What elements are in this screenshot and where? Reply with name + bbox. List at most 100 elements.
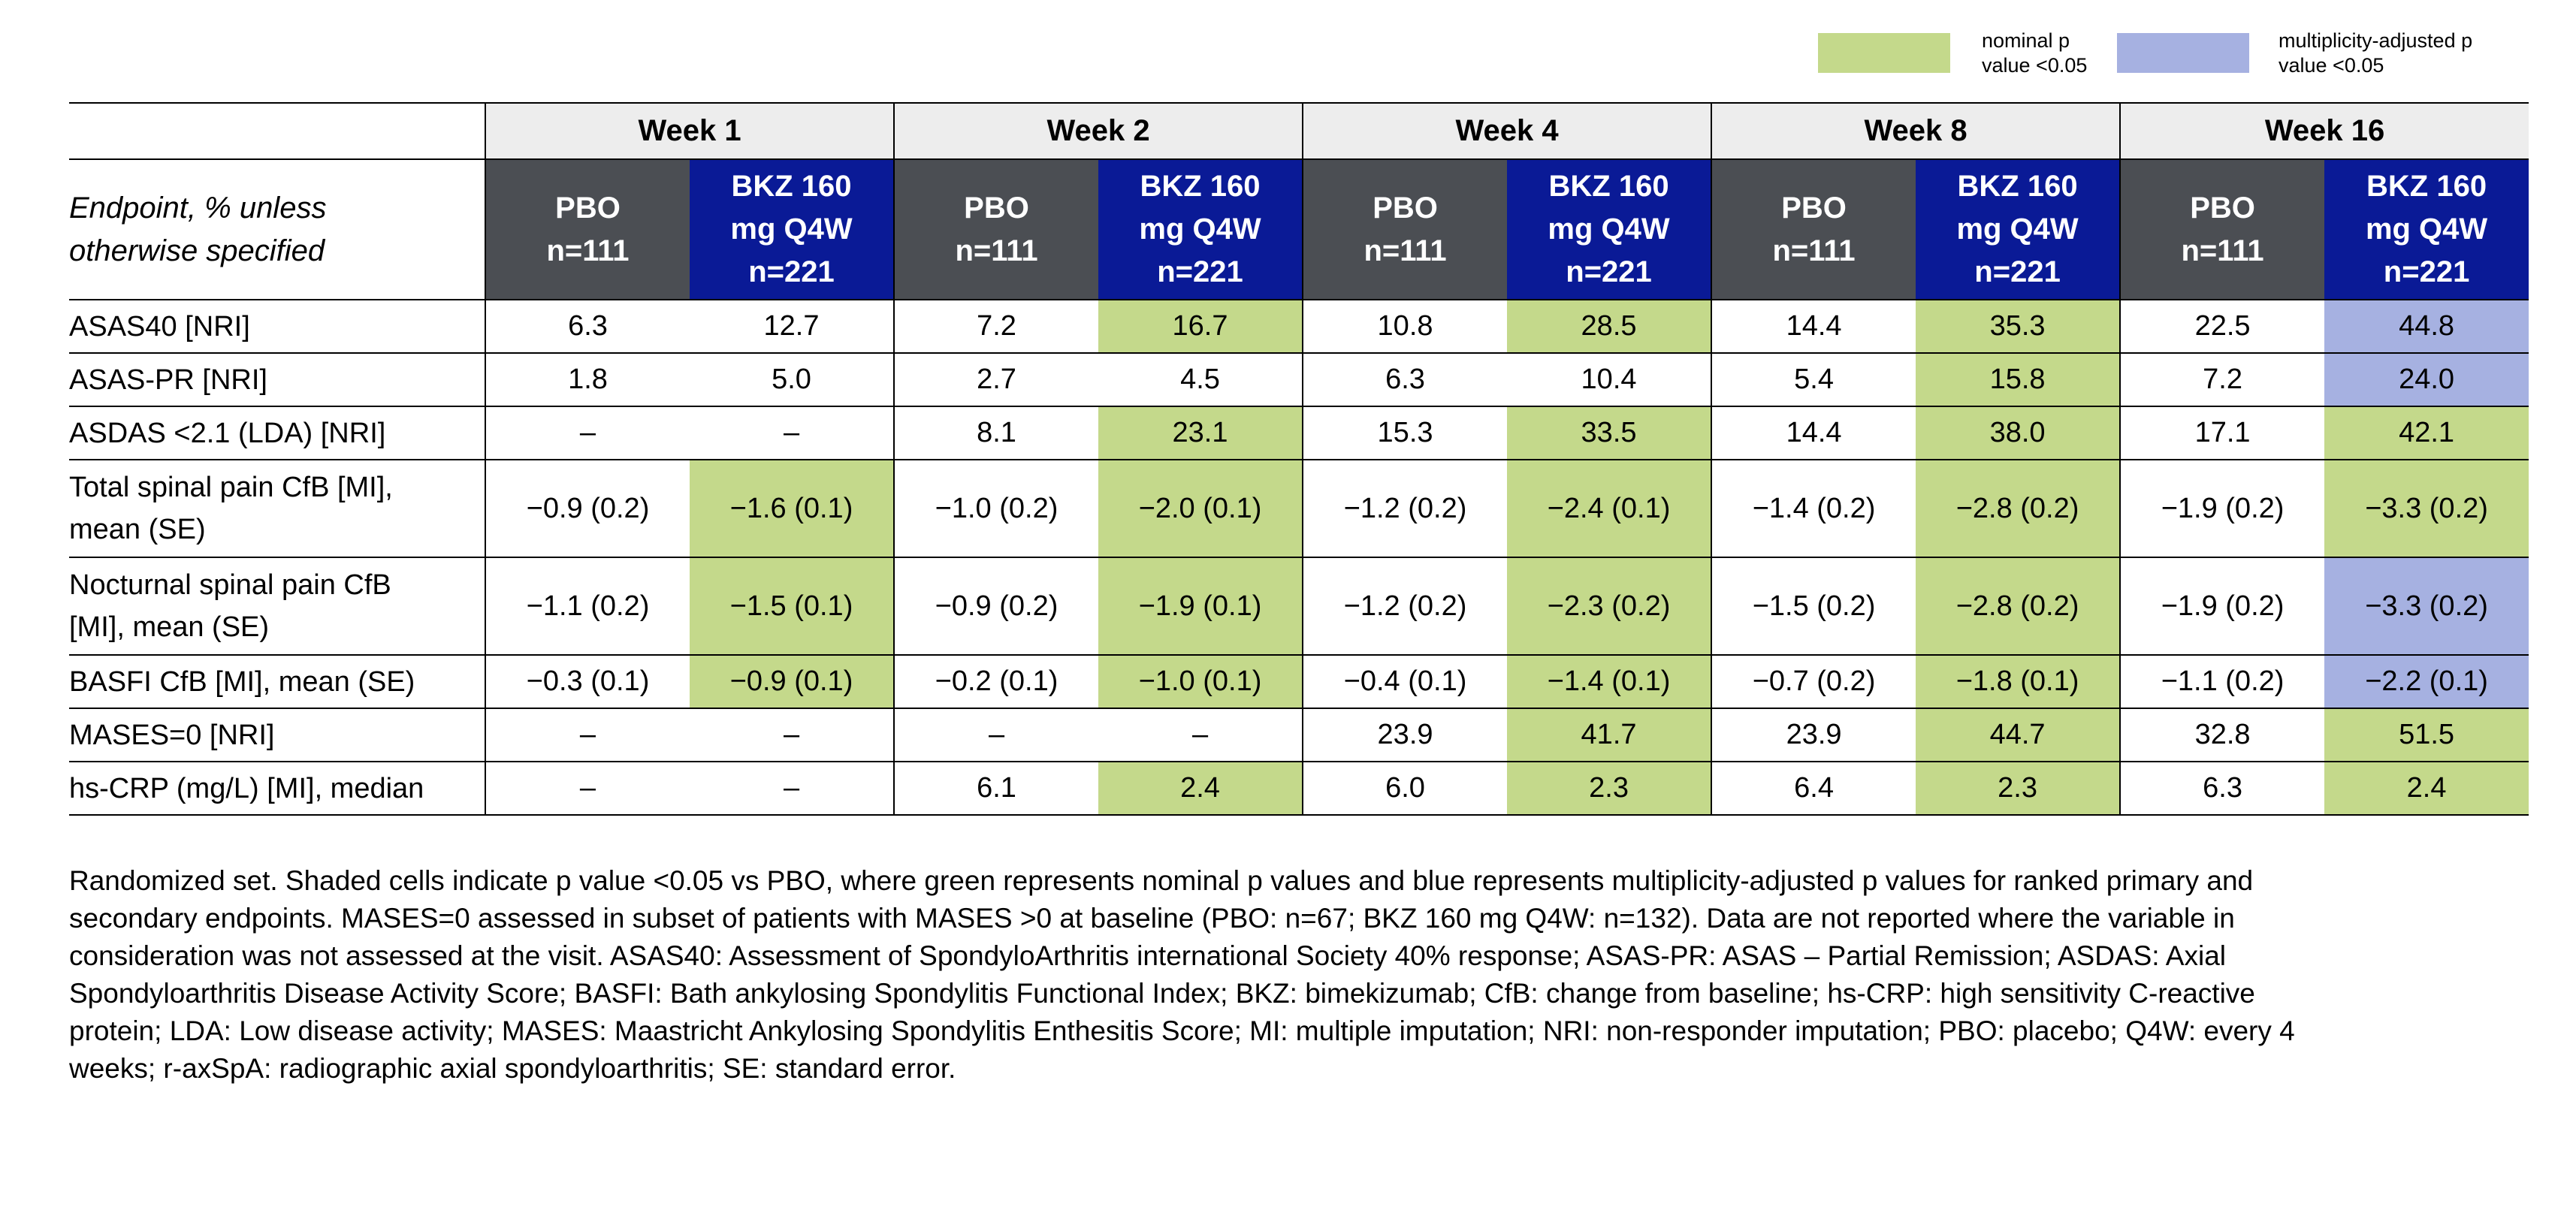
- data-cell: −0.2 (0.1): [893, 655, 1099, 708]
- data-cell: 38.0: [1916, 406, 2121, 460]
- data-cell: 6.3: [485, 300, 690, 353]
- data-cell: 33.5: [1507, 406, 1712, 460]
- data-cell: 17.1: [2119, 406, 2325, 460]
- data-cell: 32.8: [2119, 708, 2325, 762]
- data-cell: 24.0: [2324, 353, 2529, 406]
- arm-header: PBO n=111: [1302, 159, 1508, 300]
- corner-cell: [69, 102, 485, 159]
- results-table: Week 1 Week 2 Week 4 Week 8 Week 16 Endpoint,…: [69, 102, 2529, 816]
- arm-header-row: Endpoint, % unless otherwise specified PB…: [69, 159, 2529, 300]
- legend-swatch: [1818, 33, 1950, 73]
- data-cell: –: [1191, 719, 1209, 750]
- data-row: BASFI CfB [MI], mean (SE) −0.3 (0.1) −0.9 …: [69, 655, 2529, 708]
- data-cell: –: [893, 708, 1099, 762]
- data-cell: –: [485, 708, 690, 762]
- data-cell: −1.2 (0.2): [1302, 460, 1508, 557]
- data-cell: 10.4: [1581, 364, 1637, 395]
- data-cell: −0.7 (0.2): [1711, 655, 1916, 708]
- data-cell: 2.7: [893, 353, 1099, 406]
- data-cell: 6.4: [1711, 762, 1916, 815]
- endpoint-label: MASES=0 [NRI]: [69, 719, 275, 751]
- arm-header: BKZ 160 mg Q4W n=221: [1916, 159, 2121, 300]
- data-cell: 7.2: [2119, 353, 2325, 406]
- data-cell: 44.8: [2324, 300, 2529, 353]
- data-cell: 5.0: [772, 364, 811, 395]
- arm-header: BKZ 160 mg Q4W n=221: [1098, 159, 1303, 300]
- data-cell: −3.3 (0.2): [2324, 460, 2529, 557]
- data-cell: 10.8: [1302, 300, 1508, 353]
- data-cell: −0.9 (0.2): [485, 460, 690, 557]
- data-cell: −2.0 (0.1): [1098, 460, 1303, 557]
- data-cell: 44.7: [1916, 708, 2121, 762]
- data-cell: −1.5 (0.2): [1711, 557, 1916, 655]
- data-cell: 14.4: [1711, 406, 1916, 460]
- data-cell: −2.3 (0.2): [1507, 557, 1712, 655]
- data-cell: 4.5: [1180, 364, 1220, 395]
- data-row: MASES=0 [NRI] – – – –23.9 41.7 23.9 44.7 32.8 51.…: [69, 708, 2529, 762]
- data-cell: −2.8 (0.2): [1916, 557, 2121, 655]
- data-cell: −1.8 (0.1): [1916, 655, 2121, 708]
- week-header: Week 4: [1302, 102, 1712, 159]
- data-cell: −2.8 (0.2): [1916, 460, 2121, 557]
- data-cell: 8.1: [893, 406, 1099, 460]
- data-cell: 2.3: [1916, 762, 2121, 815]
- data-cell: 2.3: [1507, 762, 1712, 815]
- data-cell: 35.3: [1916, 300, 2121, 353]
- data-cell: −0.4 (0.1): [1302, 655, 1508, 708]
- data-cell: −0.9 (0.1): [690, 655, 895, 708]
- data-row: ASDAS <2.1 (LDA) [NRI] – –8.1 23.1 15.3 33.5 1…: [69, 406, 2529, 460]
- endpoint-label: Nocturnal spinal pain CfB [MI], mean (SE…: [69, 569, 391, 643]
- data-cell: –: [783, 719, 800, 750]
- data-cell: 41.7: [1507, 708, 1712, 762]
- endpoint-label: ASAS-PR [NRI]: [69, 364, 267, 396]
- column-header: Endpoint, % unless otherwise specified: [69, 191, 327, 267]
- week-header: Week 16: [2119, 102, 2529, 159]
- data-cell: −1.1 (0.2): [2119, 655, 2325, 708]
- data-row: Total spinal pain CfB [MI], mean (SE) −0.…: [69, 460, 2529, 557]
- data-cell: 23.9: [1711, 708, 1916, 762]
- week-header: Week 1: [484, 102, 895, 159]
- endpoint-label: ASDAS <2.1 (LDA) [NRI]: [69, 417, 386, 449]
- arm-header: PBO n=111: [893, 159, 1099, 300]
- data-cell: −2.2 (0.1): [2324, 655, 2529, 708]
- data-cell: −1.1 (0.2): [485, 557, 690, 655]
- endpoint-label: hs-CRP (mg/L) [MI], median: [69, 772, 424, 804]
- data-row: ASAS-PR [NRI] 1.8 5.0 2.7 4.5 6.3 10.4 5.4 15.8 7…: [69, 353, 2529, 406]
- data-cell: 28.5: [1507, 300, 1712, 353]
- data-cell: 23.1: [1098, 406, 1303, 460]
- data-cell: −1.9 (0.2): [2119, 557, 2325, 655]
- data-cell: −3.3 (0.2): [2324, 557, 2529, 655]
- legend-swatch: [2117, 33, 2249, 73]
- data-cell: −1.9 (0.1): [1098, 557, 1303, 655]
- data-cell: 42.1: [2324, 406, 2529, 460]
- data-cell: 6.3: [2119, 762, 2325, 815]
- data-cell: 12.7: [763, 310, 820, 342]
- data-cell: 51.5: [2324, 708, 2529, 762]
- data-cell: 1.8: [485, 353, 690, 406]
- footnote: Randomized set. Shaded cells indicate p …: [69, 865, 2295, 1084]
- data-cell: −1.9 (0.2): [2119, 460, 2325, 557]
- arm-header: BKZ 160 mg Q4W n=221: [2324, 159, 2529, 300]
- data-cell: −0.9 (0.2): [893, 557, 1099, 655]
- data-cell: 22.5: [2119, 300, 2325, 353]
- arm-header: PBO n=111: [2119, 159, 2325, 300]
- endpoint-label: Total spinal pain CfB [MI], mean (SE): [69, 472, 393, 545]
- data-cell: −1.4 (0.1): [1507, 655, 1712, 708]
- data-cell: –: [485, 406, 690, 460]
- arm-header: BKZ 160 mg Q4W n=221: [1507, 159, 1712, 300]
- data-cell: 14.4: [1711, 300, 1916, 353]
- legend-label: multiplicity-adjusted p value <0.05: [2279, 29, 2473, 77]
- data-cell: 7.2: [893, 300, 1099, 353]
- data-cell: −1.0 (0.2): [893, 460, 1099, 557]
- data-cell: –: [783, 772, 800, 804]
- data-row: ASAS40 [NRI] 6.3 12.7 7.2 16.7 10.8 28.5 14.4 35…: [69, 300, 2529, 353]
- data-cell: 15.3: [1302, 406, 1508, 460]
- data-cell: 6.0: [1302, 762, 1508, 815]
- arm-header: BKZ 160 mg Q4W n=221: [690, 159, 895, 300]
- data-cell: −1.2 (0.2): [1302, 557, 1508, 655]
- data-row: Nocturnal spinal pain CfB [MI], mean (SE…: [69, 557, 2529, 655]
- data-cell: –: [783, 417, 800, 448]
- arm-header: PBO n=111: [485, 159, 690, 300]
- data-cell: −1.6 (0.1): [690, 460, 895, 557]
